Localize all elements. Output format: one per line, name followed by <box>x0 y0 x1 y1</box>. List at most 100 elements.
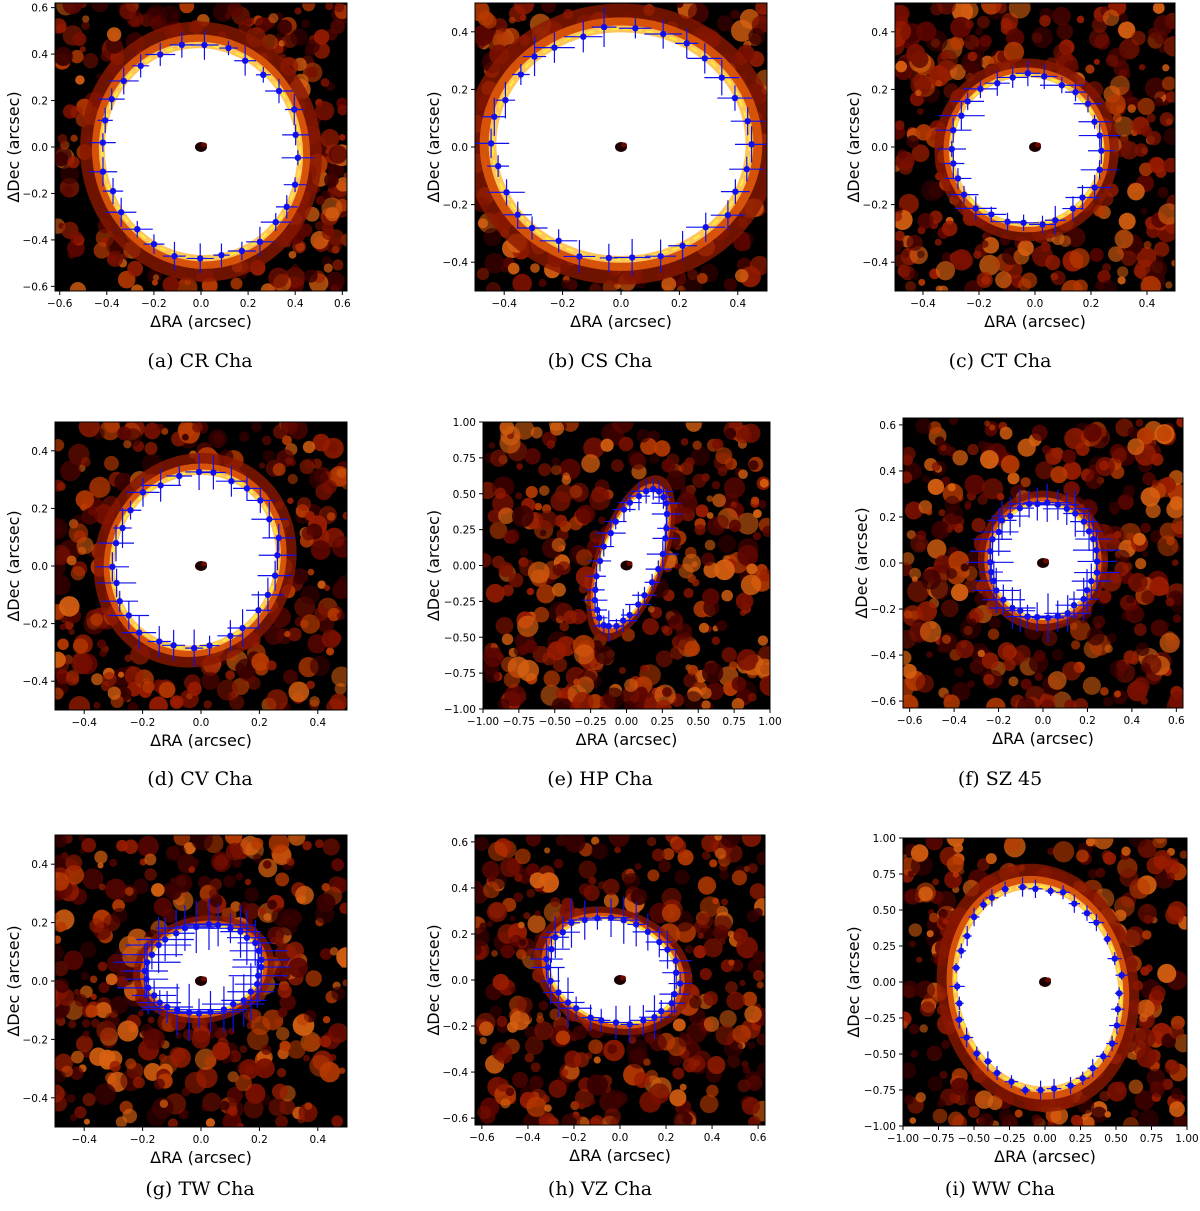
noise-speck <box>1140 966 1150 976</box>
noise-speck <box>575 549 593 566</box>
noise-speck <box>575 1114 582 1121</box>
noise-speck <box>294 7 302 15</box>
image-layer <box>55 3 347 291</box>
panel-cs-cha: −0.4 −0.2 0.0 0.2 0.4 −0.4 −0.2 0.0 0.2 0.4 ΔRA (a… <box>400 0 800 403</box>
data-point <box>1083 909 1091 917</box>
noise-speck <box>319 1035 332 1048</box>
noise-speck <box>1008 3 1031 19</box>
noise-speck <box>196 1066 218 1089</box>
data-point <box>240 997 247 1004</box>
noise-speck <box>70 566 86 581</box>
data-point <box>157 51 164 58</box>
data-point <box>1032 885 1039 893</box>
data-points <box>966 483 1120 643</box>
data-point <box>1090 535 1097 543</box>
noise-speck <box>1035 461 1054 480</box>
noise-speck <box>524 1036 544 1056</box>
noise-speck <box>478 1021 494 1037</box>
data-point <box>594 606 601 614</box>
noise-speck <box>716 620 728 632</box>
data-point <box>1050 1085 1058 1092</box>
noise-speck <box>123 440 132 449</box>
x-tick-label: −0.25 <box>575 716 607 728</box>
noise-speck <box>1169 1024 1185 1039</box>
data-point <box>255 972 262 979</box>
data-point <box>958 112 965 119</box>
noise-speck <box>703 938 723 958</box>
noise-speck <box>590 836 600 845</box>
x-tick-label: −0.2 <box>986 715 1012 727</box>
noise-speck <box>310 540 331 560</box>
noise-speck <box>693 945 707 959</box>
noise-speck <box>702 662 724 684</box>
data-point <box>988 894 996 901</box>
noise-speck <box>748 27 766 45</box>
noise-speck <box>69 231 83 245</box>
noise-speck <box>636 428 650 443</box>
caption-ct-cha: (c) CT Cha <box>948 350 1052 372</box>
noise-speck <box>144 868 157 881</box>
data-point <box>988 211 995 218</box>
y-tick-label: 0.4 <box>31 446 48 458</box>
noise-speck <box>543 670 560 687</box>
noise-speck <box>915 418 932 435</box>
noise-speck <box>731 870 748 886</box>
noise-speck <box>82 1030 90 1039</box>
data-point <box>980 901 987 908</box>
noise-speck <box>559 458 581 480</box>
data-point <box>664 946 671 953</box>
noise-speck <box>574 644 595 665</box>
y-tick-label: −0.4 <box>23 235 49 247</box>
noise-speck <box>1149 1080 1163 1094</box>
noise-speck <box>583 437 605 459</box>
noise-speck <box>583 884 600 901</box>
noise-speck <box>1101 436 1108 443</box>
x-tick-label: 0.75 <box>1140 1133 1163 1145</box>
data-point <box>237 928 244 935</box>
noise-speck <box>475 944 482 956</box>
noise-speck <box>533 606 550 623</box>
image-layer <box>895 3 1175 291</box>
noise-speck <box>1103 696 1114 707</box>
noise-speck <box>498 561 514 578</box>
y-tick-label: 0.2 <box>31 96 48 108</box>
noise-speck <box>937 1099 946 1108</box>
data-point <box>1063 505 1070 512</box>
noise-speck <box>1152 838 1168 849</box>
noise-speck <box>79 46 86 53</box>
noise-speck <box>498 507 515 524</box>
noise-speck <box>104 1012 120 1028</box>
y-tick-label: −0.4 <box>443 257 469 269</box>
data-point <box>671 990 678 998</box>
noise-speck <box>1141 654 1162 675</box>
noise-speck <box>1089 248 1104 262</box>
noise-speck <box>916 956 923 963</box>
noise-speck <box>1117 276 1126 285</box>
noise-speck <box>940 444 947 452</box>
noise-speck <box>683 691 703 709</box>
data-point <box>155 941 162 949</box>
noise-speck <box>124 654 133 663</box>
noise-speck <box>66 555 77 566</box>
noise-speck <box>698 622 710 634</box>
noise-speck <box>65 854 83 872</box>
noise-speck <box>588 1039 603 1055</box>
caption-cv-cha: (d) CV Cha <box>147 768 253 790</box>
noise-speck <box>227 1071 239 1083</box>
noise-speck <box>529 872 546 889</box>
noise-speck <box>594 645 615 665</box>
noise-speck <box>55 935 62 944</box>
noise-speck <box>996 493 1005 501</box>
noise-speck <box>514 873 523 882</box>
noise-speck <box>279 1040 291 1052</box>
chart-cr-cha: −0.6 −0.4 −0.2 0.0 0.2 0.4 0.6 −0.6 −0.4 −0.2 0.0 0… <box>4 2 351 331</box>
star-mask-rim <box>620 975 626 981</box>
noise-speck <box>66 1093 76 1103</box>
noise-speck <box>90 613 104 626</box>
noise-speck <box>505 1087 515 1097</box>
noise-speck <box>687 3 709 24</box>
noise-speck <box>142 680 155 694</box>
noise-speck <box>701 835 719 853</box>
noise-speck <box>646 836 657 847</box>
x-tick-label: −0.6 <box>897 715 923 727</box>
